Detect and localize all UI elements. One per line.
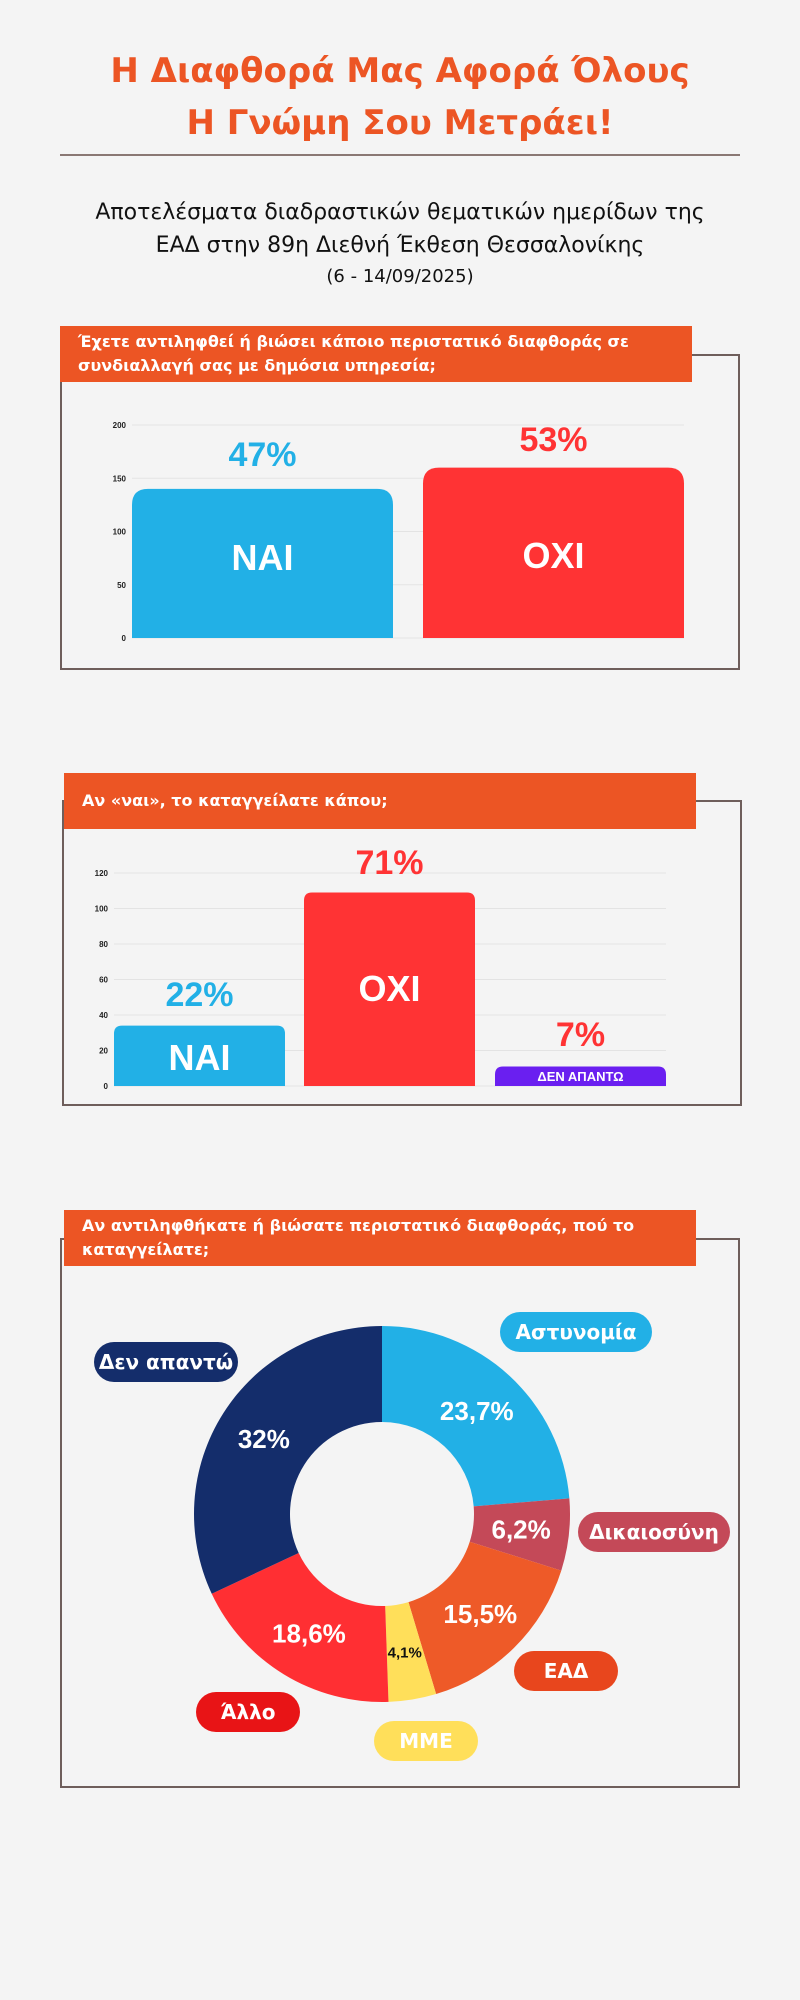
y-tick-label: 50 [117,581,126,590]
chart3-question: Αν αντιληφθήκατε ή βιώσατε περιστατικό δ… [64,1210,696,1266]
y-tick-label: 40 [99,1011,108,1020]
y-tick-label: 0 [122,634,127,643]
bar-percent-label: 7% [556,1016,605,1054]
subtitle-line2: ΕΑΔ στην 89η Διεθνή Έκθεση Θεσσαλονίκης [155,233,645,258]
page-title-line1: Η Διαφθορά Μας Αφορά Όλους [110,51,690,91]
bar-percent-label: 22% [165,976,233,1014]
donut-value-label: 4,1% [388,1644,422,1661]
legend-pill-astynomia: Αστυνομία [500,1312,652,1352]
donut-value-label: 15,5% [443,1599,517,1629]
chart2-question: Αν «ναι», το καταγγείλατε κάπου; [64,773,696,829]
donut-slice-4 [211,1553,389,1702]
subtitle-dates: (6 - 14/09/2025) [326,266,474,287]
legend-pill-dikaiosyni: Δικαιοσύνη [578,1512,730,1552]
y-tick-label: 60 [99,976,108,985]
chart3-donut-chart: 23,7% 6,2% 15,5% 4,1% 18,6% 32% [193,1326,570,1702]
y-tick-label: 80 [99,940,108,949]
donut-slice-2 [408,1541,562,1695]
y-tick-label: 100 [113,528,127,537]
bar-0 [114,1025,285,1086]
bar-1 [423,467,684,638]
bar-category-label: ΟΧΙ [358,968,420,1009]
bar-1 [304,892,475,1086]
y-tick-label: 100 [95,905,109,914]
legend-pill-mme: ΜΜΕ [374,1721,478,1761]
donut-value-label: 6,2% [491,1515,550,1545]
bar-0 [132,488,393,638]
legend-pill-den-apanto: Δεν απαντώ [94,1342,238,1382]
title-divider [60,154,740,156]
donut-value-label: 23,7% [440,1396,514,1426]
y-tick-label: 150 [113,474,127,483]
chart1-question: Έχετε αντιληφθεί ή βιώσει κάποιο περιστα… [60,326,692,382]
bar-category-label: ΔΕΝ ΑΠΑΝΤΩ [537,1069,623,1084]
bar-2 [495,1066,666,1086]
bar-category-label: ΝΑΙ [169,1037,231,1078]
donut-slice-3 [385,1602,437,1702]
bar-category-label: ΟΧΙ [522,535,584,576]
bar-percent-label: 71% [355,844,423,882]
bar-percent-label: 53% [519,421,587,459]
donut-slice-5 [193,1326,382,1594]
donut-value-label: 32% [238,1424,290,1454]
donut-slice-0 [382,1326,570,1507]
bar-category-label: ΝΑΙ [232,537,294,578]
legend-pill-ead: ΕΑΔ [514,1651,618,1691]
legend-pill-allo: Άλλο [196,1692,300,1732]
chart2-bar-chart: 0 20 40 60 80 100 120 ΝΑΙ 22% ΟΧΙ 71% ΔΕΝ ΑΠΑΝΤΩ 7% [95,844,666,1091]
donut-slice-1 [469,1498,570,1571]
y-tick-label: 200 [113,421,127,430]
y-tick-label: 20 [99,1047,108,1056]
bar-percent-label: 47% [228,436,296,474]
y-tick-label: 120 [95,869,109,878]
chart1-bar-chart: 0 50 100 150 200 ΝΑΙ 47% ΟΧΙ 53% [113,421,684,643]
y-tick-label: 0 [104,1082,109,1091]
page-title-line2: Η Γνώμη Σου Μετράει! [186,103,614,143]
donut-value-label: 18,6% [272,1619,346,1649]
subtitle-line1: Αποτελέσματα διαδραστικών θεματικών ημερ… [95,200,705,225]
